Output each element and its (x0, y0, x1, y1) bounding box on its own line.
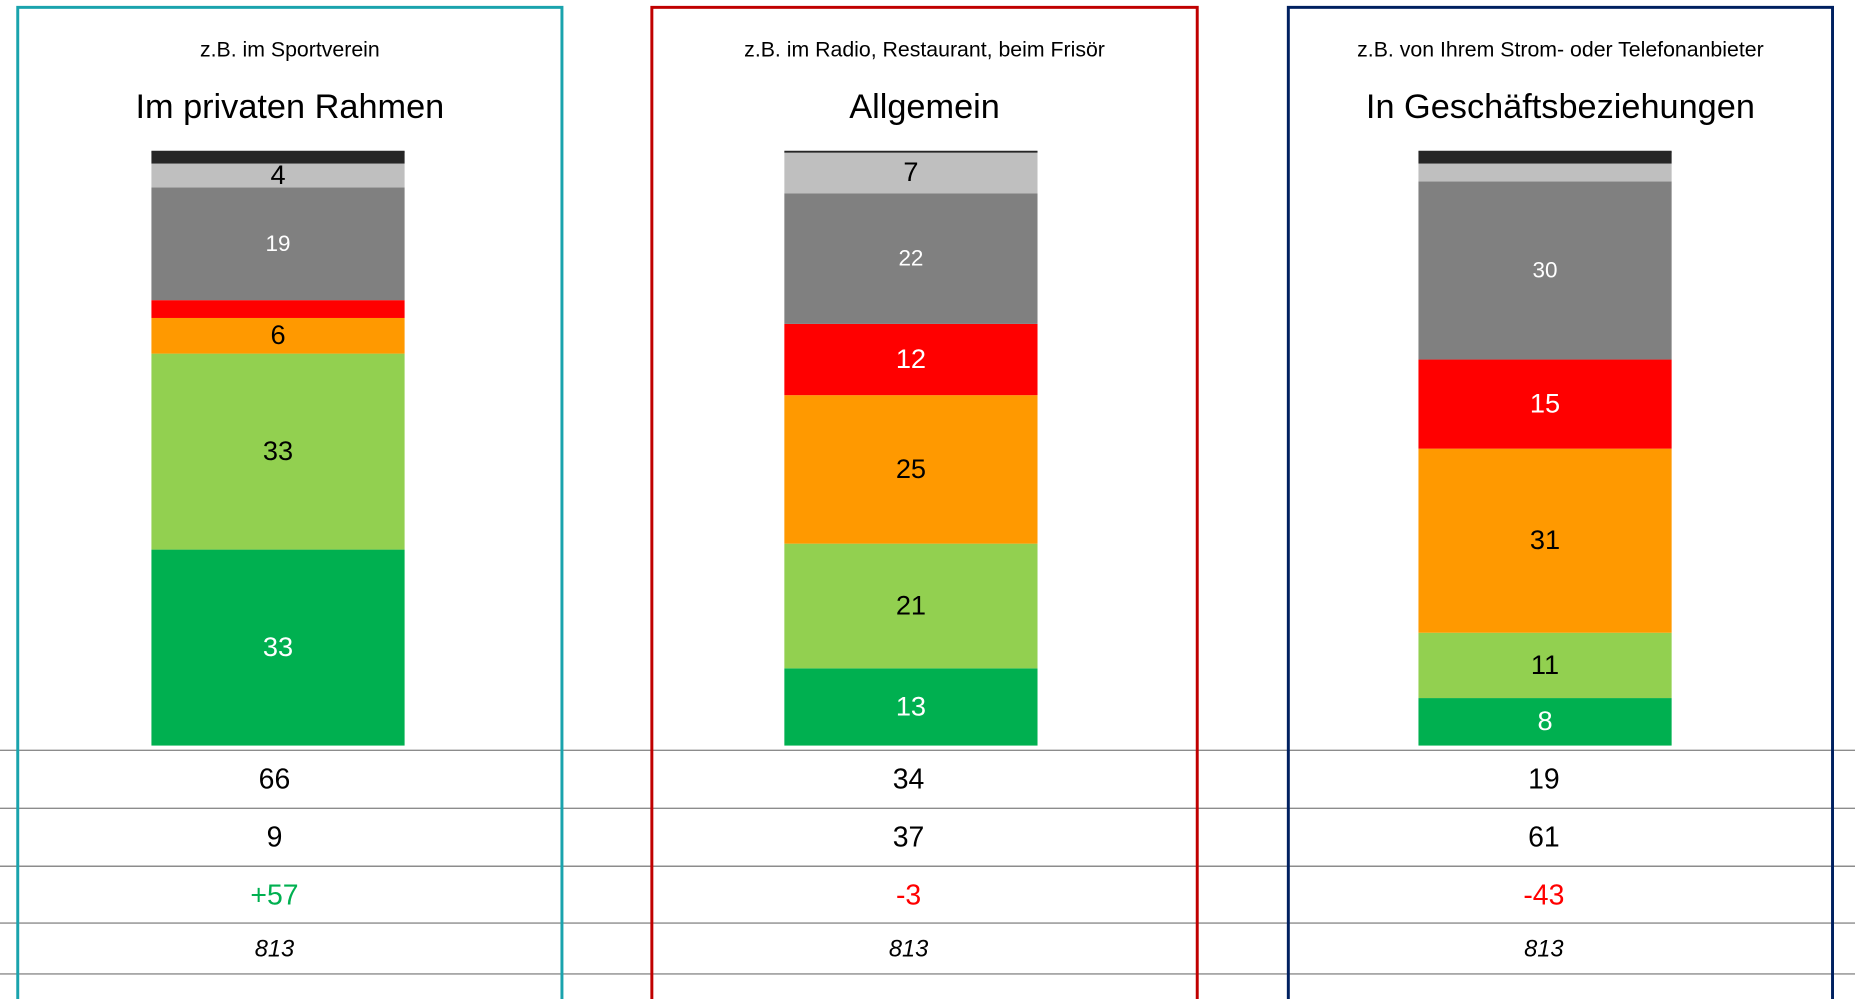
value-label: 4 (270, 159, 285, 190)
bar-segment (151, 187, 405, 301)
value-label: 21 (896, 589, 926, 620)
bar-segment (151, 163, 405, 188)
value-label: 13 (896, 690, 926, 721)
bar-segment (784, 395, 1038, 544)
table-cell: 66 (259, 764, 291, 796)
table-cell: 19 (1528, 764, 1560, 796)
bar-segment (151, 549, 405, 746)
bar-segment (151, 151, 405, 164)
value-label: 25 (896, 453, 926, 484)
panel-title: In Geschäftsbeziehungen (1366, 88, 1755, 126)
bar-segment (784, 543, 1038, 669)
value-label: 7 (903, 156, 918, 187)
bar-segment (151, 300, 405, 318)
table-cell: 813 (1524, 936, 1563, 962)
bar-segment (784, 668, 1038, 746)
table-cell: 34 (893, 764, 925, 796)
bar-segment (1418, 448, 1672, 633)
table-cell: -43 (1523, 880, 1564, 912)
table-cell: -3 (896, 880, 921, 912)
value-label: 6 (270, 319, 285, 350)
value-label: 33 (263, 435, 293, 466)
bar-segment (1418, 632, 1672, 699)
table-cell: +57 (250, 880, 298, 912)
panel-frame (1286, 5, 1835, 999)
value-label: 30 (1533, 258, 1558, 283)
table-cell: 813 (255, 936, 294, 962)
bar-segment (784, 193, 1038, 324)
bar-segment (1418, 359, 1672, 449)
bar-segment (151, 353, 405, 550)
panel-title: Im privaten Rahmen (135, 88, 444, 126)
table-cell: 37 (893, 822, 925, 854)
bar-segment (1418, 151, 1672, 164)
bar-segment (1418, 163, 1672, 182)
value-label: 12 (896, 343, 926, 374)
bar-segment (784, 151, 1038, 194)
value-label: 8 (1537, 705, 1552, 736)
value-label: 31 (1530, 524, 1560, 555)
value-label: 33 (263, 631, 293, 662)
bar-segment (1418, 181, 1672, 360)
panel-frame (16, 5, 564, 999)
bar-segment (1418, 698, 1672, 746)
bar-segment (784, 323, 1038, 396)
table-cell: 61 (1528, 822, 1560, 854)
bar-segment (151, 317, 405, 354)
value-label: 19 (266, 231, 291, 256)
panel-subtitle: z.B. von Ihrem Strom- oder Telefonanbiet… (1357, 38, 1764, 62)
table-cell: 9 (267, 822, 283, 854)
value-label: 15 (1530, 387, 1560, 418)
value-label: 22 (898, 246, 923, 271)
panel-frame (650, 5, 1199, 999)
panel-title: Allgemein (849, 88, 1000, 126)
panel-subtitle: z.B. im Radio, Restaurant, beim Frisör (744, 38, 1105, 62)
table-cell: 813 (889, 936, 928, 962)
value-label: 11 (1531, 649, 1559, 680)
panel-subtitle: z.B. im Sportverein (200, 38, 380, 62)
